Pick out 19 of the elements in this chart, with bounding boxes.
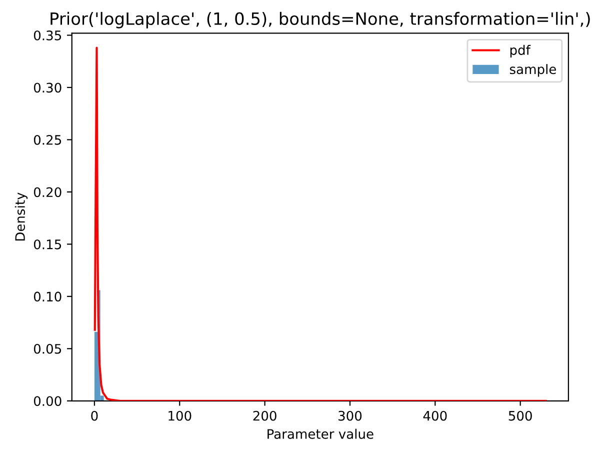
y-tick-label: 0.35 (34, 30, 62, 40)
x-tick-label: 0 (91, 410, 98, 421)
x-tick-label: 200 (253, 410, 276, 421)
x-tick-label: 400 (423, 410, 447, 421)
x-axis-title: Parameter value (268, 428, 374, 439)
chart-title: Prior('logLaplace', (1, 0.5), bounds=None, transformation='lin',) (50, 12, 590, 28)
legend-label: sample (510, 64, 556, 77)
y-tick-label: 0.10 (34, 292, 62, 302)
y-tick-label: 0.25 (34, 134, 62, 145)
y-tick-label: 0.15 (34, 239, 62, 250)
y-tick-label: 0.00 (34, 396, 62, 406)
legend-label: pdf (510, 44, 531, 58)
x-tick-label: 100 (168, 410, 192, 421)
y-tick-label: 0.05 (34, 344, 62, 354)
y-tick-label: 0.20 (34, 187, 62, 198)
y-axis-title: Density (14, 192, 28, 241)
x-tick-label: 300 (338, 410, 362, 421)
x-tick-label: 500 (508, 410, 532, 421)
y-tick-label: 0.30 (34, 82, 62, 93)
